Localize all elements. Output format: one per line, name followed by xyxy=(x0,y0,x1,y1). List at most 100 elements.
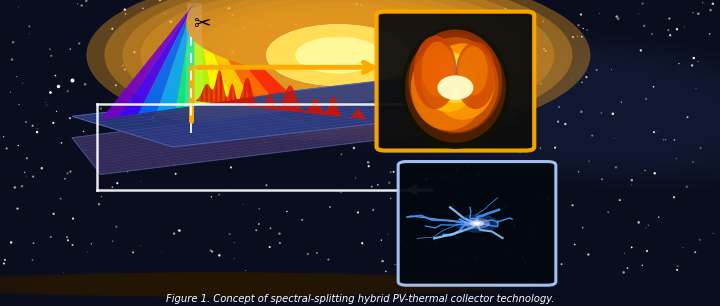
Point xyxy=(197,126,208,131)
Point xyxy=(1,146,12,151)
Point xyxy=(468,222,480,227)
Point xyxy=(36,166,48,171)
Point xyxy=(385,196,397,201)
Polygon shape xyxy=(250,83,251,107)
Point xyxy=(240,147,251,151)
Ellipse shape xyxy=(420,51,476,112)
Point xyxy=(445,101,456,106)
Point xyxy=(708,231,719,236)
Bar xyxy=(0,165,720,168)
Bar xyxy=(0,278,720,282)
Ellipse shape xyxy=(442,62,469,95)
Point xyxy=(387,68,399,73)
Point xyxy=(165,19,176,24)
Point xyxy=(264,244,276,249)
Point xyxy=(462,51,474,56)
Bar xyxy=(0,135,720,138)
Point xyxy=(189,85,201,90)
Point xyxy=(500,6,511,11)
Text: Figure 1. Concept of spectral-splitting hybrid PV-thermal collector technology.: Figure 1. Concept of spectral-splitting … xyxy=(166,294,554,304)
Point xyxy=(607,111,618,116)
Polygon shape xyxy=(217,71,218,103)
Point xyxy=(12,5,24,9)
Ellipse shape xyxy=(280,33,720,181)
Polygon shape xyxy=(336,103,338,116)
Point xyxy=(390,262,401,267)
Point xyxy=(376,238,387,243)
Bar xyxy=(0,266,720,269)
Point xyxy=(147,115,158,120)
Point xyxy=(11,74,22,79)
Point xyxy=(672,264,683,269)
Point xyxy=(377,259,388,263)
Polygon shape xyxy=(374,118,376,120)
Ellipse shape xyxy=(158,0,518,119)
Point xyxy=(251,112,263,117)
Polygon shape xyxy=(300,106,301,112)
Point xyxy=(297,218,308,222)
Circle shape xyxy=(295,37,382,73)
Point xyxy=(116,154,127,159)
Point xyxy=(553,105,564,110)
Point xyxy=(252,6,264,11)
Polygon shape xyxy=(240,94,241,106)
Polygon shape xyxy=(308,106,310,113)
Bar xyxy=(0,104,720,107)
Point xyxy=(618,251,630,256)
Polygon shape xyxy=(330,98,331,115)
Bar xyxy=(0,223,720,226)
Ellipse shape xyxy=(0,272,504,297)
Bar xyxy=(0,153,720,156)
Point xyxy=(185,103,197,108)
Polygon shape xyxy=(294,93,296,112)
Polygon shape xyxy=(233,84,234,105)
Polygon shape xyxy=(218,70,220,104)
Bar xyxy=(0,55,720,58)
Polygon shape xyxy=(382,115,383,121)
Polygon shape xyxy=(281,103,282,110)
Point xyxy=(302,144,313,149)
Polygon shape xyxy=(208,85,210,103)
Point xyxy=(626,245,637,250)
Point xyxy=(640,226,652,230)
Point xyxy=(410,17,422,22)
Polygon shape xyxy=(215,81,216,103)
Bar xyxy=(0,242,720,245)
Point xyxy=(559,121,571,126)
Ellipse shape xyxy=(336,47,720,167)
Point xyxy=(492,233,503,237)
Polygon shape xyxy=(325,111,326,115)
Bar xyxy=(0,269,720,272)
Ellipse shape xyxy=(438,75,474,100)
Point xyxy=(693,11,704,16)
Point xyxy=(225,165,237,170)
Polygon shape xyxy=(310,104,311,113)
Point xyxy=(469,255,481,259)
Bar xyxy=(0,107,720,110)
Point xyxy=(435,54,446,59)
Bar xyxy=(0,233,720,236)
Ellipse shape xyxy=(410,45,486,130)
Bar xyxy=(0,168,720,171)
Point xyxy=(649,171,660,176)
Point xyxy=(658,137,670,142)
Point xyxy=(311,251,323,256)
Point xyxy=(535,146,546,151)
Point xyxy=(61,235,73,240)
Point xyxy=(371,112,382,117)
Point xyxy=(690,86,702,91)
Point xyxy=(0,257,11,262)
Polygon shape xyxy=(261,106,263,108)
Bar xyxy=(0,226,720,230)
Point xyxy=(595,110,607,115)
Point xyxy=(214,253,225,258)
Point xyxy=(67,216,78,221)
Polygon shape xyxy=(384,115,386,121)
Polygon shape xyxy=(387,117,388,121)
Point xyxy=(364,28,376,33)
Point xyxy=(197,8,208,13)
Point xyxy=(274,241,286,245)
Polygon shape xyxy=(411,120,413,124)
Point xyxy=(705,8,716,13)
Polygon shape xyxy=(231,84,233,105)
